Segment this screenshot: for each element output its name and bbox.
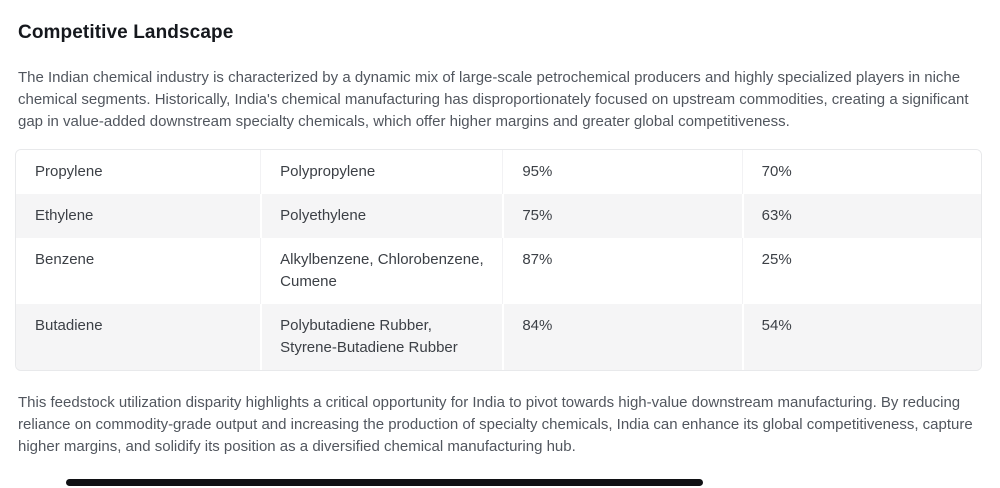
percentage-cell: 75% [502, 193, 742, 238]
table-row: Ethylene Polyethylene 75% 63% [16, 193, 981, 238]
feedstock-cell: Butadiene [16, 303, 261, 370]
percentage-cell: 87% [502, 237, 742, 304]
derivatives-cell: Polypropylene [260, 149, 503, 194]
table-row: Benzene Alkylbenzene, Chlorobenzene, Cum… [16, 237, 981, 304]
content-section: Competitive Landscape The Indian chemica… [15, 22, 982, 455]
percentage-cell: 70% [741, 149, 981, 194]
derivatives-cell: Polyethylene [260, 193, 503, 238]
percentage-cell: 54% [741, 303, 981, 370]
table-row: Propylene Polypropylene 95% 70% [16, 149, 981, 194]
percentage-cell: 84% [502, 303, 742, 370]
feedstock-cell: Propylene [16, 149, 261, 194]
derivatives-cell: Alkylbenzene, Chlorobenzene, Cumene [260, 237, 503, 304]
intro-paragraph: The Indian chemical industry is characte… [18, 68, 969, 130]
feedstock-cell: Benzene [16, 237, 261, 304]
page-title: Competitive Landscape [18, 22, 234, 43]
table-row: Butadiene Polybutadiene Rubber, Styrene-… [16, 303, 981, 370]
feedstock-table: Propylene Polypropylene 95% 70% Ethylene… [16, 149, 981, 370]
conclusion-paragraph: This feedstock utilization disparity hig… [18, 393, 973, 455]
feedstock-cell: Ethylene [16, 193, 261, 238]
percentage-cell: 25% [741, 237, 981, 304]
percentage-cell: 63% [741, 193, 981, 238]
percentage-cell: 95% [502, 149, 742, 194]
derivatives-cell: Polybutadiene Rubber, Styrene-Butadiene … [260, 303, 503, 370]
horizontal-scrollbar-thumb[interactable] [66, 479, 703, 486]
feedstock-table-container: Propylene Polypropylene 95% 70% Ethylene… [15, 148, 982, 371]
